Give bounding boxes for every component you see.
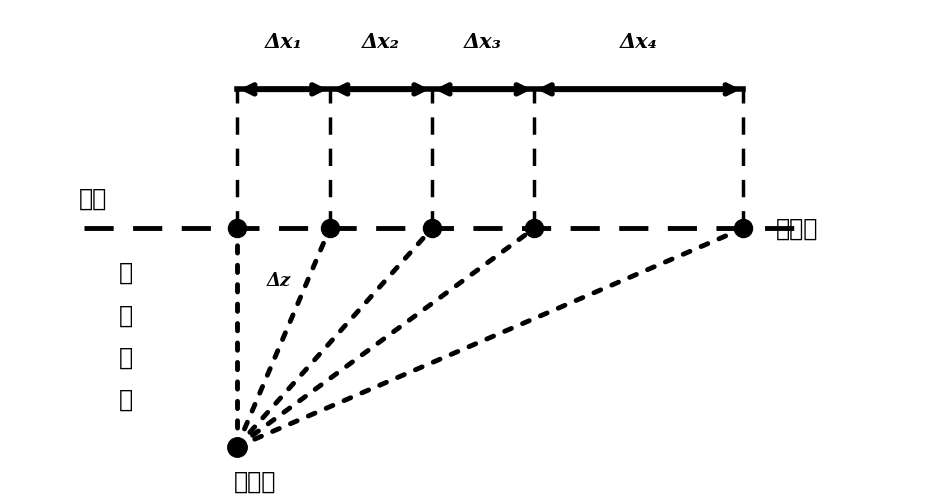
Text: 地表: 地表 [79, 186, 107, 211]
Text: 接收点: 接收点 [775, 216, 818, 241]
Text: Δx₂: Δx₂ [362, 32, 399, 52]
Text: 目标点: 目标点 [234, 470, 277, 494]
Text: Δx₄: Δx₄ [620, 32, 657, 52]
Text: 深: 深 [118, 261, 133, 285]
Text: 方: 方 [118, 345, 133, 369]
Text: 度: 度 [118, 303, 133, 327]
Text: Δx₃: Δx₃ [464, 32, 501, 52]
Text: Δx₁: Δx₁ [264, 32, 302, 52]
Text: 向: 向 [118, 388, 133, 412]
Text: Δz: Δz [266, 271, 290, 290]
